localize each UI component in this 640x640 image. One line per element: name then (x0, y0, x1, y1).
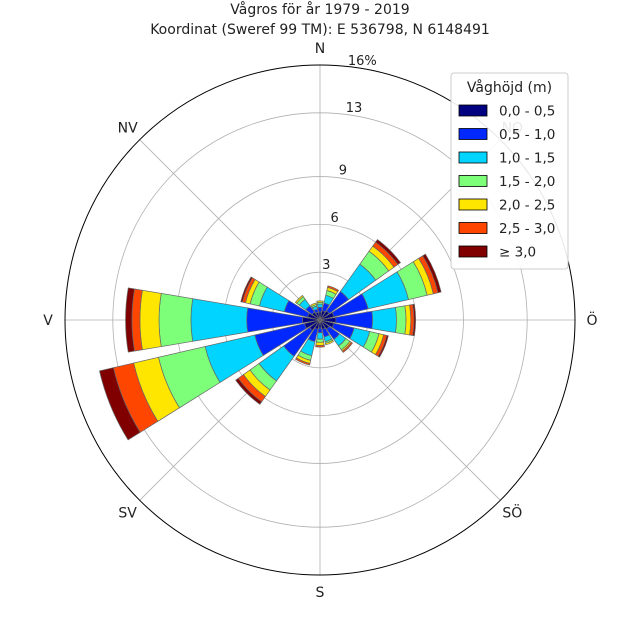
legend-label-4: 2,0 - 2,5 (499, 198, 555, 214)
bar-sector-4-bin-2 (371, 306, 397, 334)
bar-sector-13-bin-6 (240, 276, 253, 303)
legend-swatch-6 (458, 245, 488, 258)
bar-sector-14-bin-4 (294, 294, 304, 304)
direction-label-NV: NV (118, 121, 138, 137)
bar-sector-12-bin-6 (125, 287, 135, 353)
bar-sector-12-bin-4 (139, 289, 162, 351)
legend-label-3: 1,5 - 2,0 (499, 174, 555, 190)
radial-tick-labels: 3 6 9 13 16% (322, 54, 377, 273)
legend-label-5: 2,5 - 3,0 (499, 221, 555, 237)
legend-swatch-5 (458, 222, 488, 234)
bar-sector-10-bin-6 (235, 377, 263, 405)
legend-swatch-0 (458, 104, 488, 117)
chart-title: Vågros för år 1979 - 2019 (230, 1, 409, 18)
bar-sector-2-bin-6 (375, 239, 401, 265)
legend-label-0: 0,0 - 0,5 (499, 104, 555, 120)
bar-sector-3-bin-6 (422, 253, 442, 294)
legend-swatch-1 (458, 128, 488, 140)
radial-tick-3: 3 (322, 258, 330, 273)
radial-tick-9: 9 (339, 164, 347, 179)
legend: Våghöjd (m) 0,0 - 0,5 0,5 - 1,0 1,0 - 1,5 1… (450, 72, 569, 270)
bar-sector-5-bin-6 (377, 334, 389, 358)
chart-subtitle: Koordinat (Sweref 99 TM): E 536798, N 61… (150, 22, 490, 38)
bar-sector-6-bin-5 (341, 341, 353, 353)
bar-sector-8-bin-3 (315, 338, 325, 343)
legend-title: Våghöjd (m) (467, 79, 552, 96)
grid-spoke-SÖ (319, 319, 501, 501)
radial-tick-6: 6 (330, 211, 338, 226)
rose-bars (99, 239, 442, 441)
legend-label-6: ≥ 3,0 (499, 245, 536, 261)
bar-sector-8-bin-4 (315, 341, 325, 346)
bar-sector-4-bin-6 (412, 303, 416, 337)
bar-sector-11-bin-6 (99, 367, 141, 441)
bar-sector-4-bin-3 (395, 305, 407, 335)
grid-spoke-NV (139, 139, 321, 321)
bar-sector-12-bin-2 (190, 298, 249, 342)
legend-label-1: 0,5 - 1,0 (499, 127, 555, 143)
bar-sector-8-bin-5 (315, 344, 325, 348)
direction-label-N: N (315, 41, 325, 57)
bar-sector-8-bin-2 (316, 332, 324, 340)
bar-sector-1-bin-5 (327, 285, 340, 293)
polar-grid (65, 65, 575, 575)
legend-frame (450, 72, 569, 270)
direction-label-V: V (43, 313, 53, 329)
direction-label-SV: SV (118, 505, 137, 521)
legend-swatch-3 (458, 175, 488, 187)
legend-items: 0,0 - 0,5 0,5 - 1,0 1,0 - 1,5 1,5 - 2,0 2,0 … (458, 104, 555, 261)
legend-swatch-4 (458, 198, 488, 211)
legend-swatch-2 (458, 151, 488, 164)
bar-sector-12-bin-3 (158, 293, 194, 347)
direction-label-SÖ: SÖ (502, 503, 522, 521)
direction-label-Ö: Ö (586, 311, 597, 329)
radial-tick-16: 16% (348, 54, 377, 69)
bar-sector-9-bin-5 (295, 357, 311, 366)
bar-sector-8-bin-1 (317, 327, 323, 334)
bar-sector-0-bin-2 (316, 303, 324, 308)
polar-outer-circle (64, 64, 576, 576)
bar-sector-0-bin-1 (317, 306, 323, 313)
bar-sector-7-bin-4 (324, 339, 334, 346)
legend-label-2: 1,0 - 1,5 (499, 151, 555, 167)
bar-sector-15-bin-4 (310, 302, 317, 307)
direction-label-S: S (316, 585, 325, 601)
radial-tick-13: 13 (346, 101, 363, 116)
bar-sector-0-bin-4 (316, 300, 324, 304)
